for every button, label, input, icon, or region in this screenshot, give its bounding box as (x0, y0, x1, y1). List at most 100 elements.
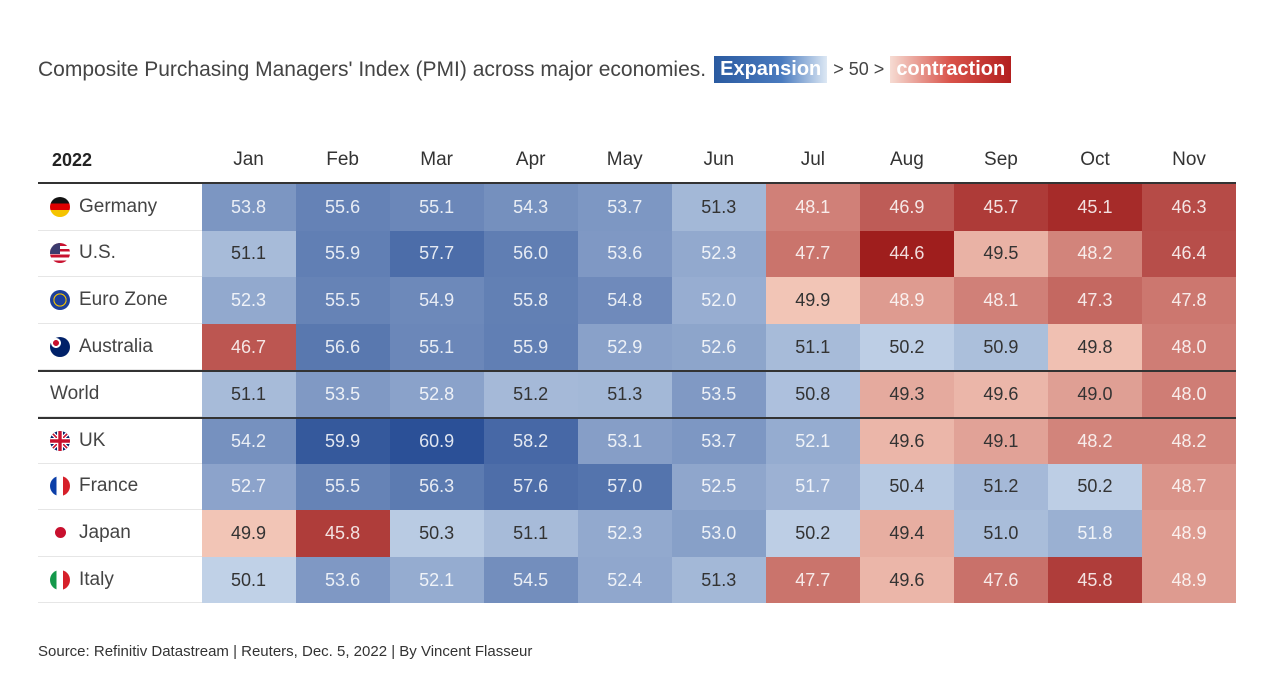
heatmap-cell: 50.2 (765, 510, 860, 557)
row-label-text: France (79, 475, 139, 497)
heatmap-cell: 53.7 (671, 418, 766, 464)
chart-title-line: Composite Purchasing Managers' Index (PM… (38, 56, 1012, 83)
heatmap-cell: 53.6 (577, 230, 672, 278)
heatmap-cell: 56.6 (295, 323, 390, 371)
row-label: U.S. (38, 231, 202, 278)
heatmap-cell: 54.8 (577, 277, 672, 324)
row-label-text: World (50, 383, 100, 405)
heatmap-cell: 45.1 (1047, 184, 1142, 231)
heatmap-cell: 48.9 (859, 277, 954, 324)
heatmap-cell: 46.4 (1141, 230, 1237, 278)
column-header-jul: Jul (800, 149, 825, 170)
heatmap-cell: 55.8 (483, 277, 578, 324)
row-label-text: Euro Zone (79, 288, 168, 310)
heatmap-cell: 51.8 (1047, 510, 1142, 557)
heatmap-cell: 45.8 (1047, 556, 1142, 604)
heatmap-cell: 52.4 (577, 556, 672, 604)
row-label-text: U.S. (79, 242, 116, 264)
table-row: Japan 49.9 45.8 50.3 51.1 52.3 53.0 50.2 49.4 51.… (38, 510, 1237, 557)
row-label: UK (38, 419, 202, 464)
italy-flag-icon (50, 569, 70, 590)
heatmap-cell: 48.2 (1047, 230, 1142, 278)
heatmap-cell: 57.0 (577, 463, 672, 511)
column-header-oct: Oct (1080, 149, 1110, 170)
column-header-mar: Mar (420, 149, 454, 170)
heatmap-cell: 51.1 (201, 230, 296, 278)
heatmap-cell: 51.2 (483, 372, 578, 417)
heatmap-cell: 49.5 (953, 230, 1048, 278)
row-label: World (38, 372, 202, 417)
row-label-text: Germany (79, 195, 158, 217)
heatmap-cell: 47.7 (765, 230, 860, 278)
row-label: France (38, 464, 202, 511)
column-header-may: May (606, 149, 643, 170)
heatmap-cell: 52.3 (577, 510, 672, 557)
heatmap-cell: 51.2 (953, 463, 1048, 511)
table-header-row: 2022 Jan Feb Mar Apr May Jun Jul Aug Sep Oct Nov (38, 138, 1236, 184)
heatmap-cell: 50.3 (389, 510, 484, 557)
heatmap-cell: 55.9 (483, 323, 578, 371)
heatmap-cell: 49.6 (953, 372, 1048, 417)
heatmap-cell: 52.3 (201, 277, 296, 324)
heatmap-cell: 57.7 (389, 230, 484, 278)
heatmap-cell: 59.9 (295, 418, 390, 464)
source-note: Source: Refinitiv Datastream | Reuters, … (38, 643, 533, 660)
heatmap-cell: 49.0 (1047, 372, 1142, 417)
heatmap-cell: 48.0 (1141, 323, 1237, 371)
heatmap-cell: 58.2 (483, 418, 578, 464)
heatmap-cell: 53.5 (295, 372, 390, 417)
heatmap-cell: 53.1 (577, 418, 672, 464)
heatmap-cell: 45.8 (295, 510, 390, 557)
heatmap-cell: 49.1 (953, 418, 1048, 464)
heatmap-cell: 46.3 (1141, 184, 1237, 231)
heatmap-cell: 49.9 (765, 277, 860, 324)
heatmap-cell: 55.5 (295, 463, 390, 511)
heatmap-cell: 54.3 (483, 184, 578, 231)
heatmap-cell: 50.8 (765, 372, 860, 417)
row-label-text: Japan (79, 521, 131, 543)
table-row: U.S. 51.1 55.9 57.7 56.0 53.6 52.3 47.7 44.6 49.5… (38, 230, 1237, 278)
heatmap-cell: 48.9 (1141, 556, 1237, 604)
row-label: Euro Zone (38, 277, 202, 324)
heatmap-cell: 47.8 (1141, 277, 1237, 324)
heatmap-cell: 44.6 (859, 230, 954, 278)
heatmap-cell: 48.1 (953, 277, 1048, 324)
heatmap-cell: 51.0 (953, 510, 1048, 557)
heatmap-cell: 51.3 (671, 184, 766, 231)
column-header-jan: Jan (233, 149, 264, 170)
uk-flag-icon (50, 430, 70, 451)
table-row: World 51.1 53.5 52.8 51.2 51.3 53.5 50.8 49.3 49.… (38, 370, 1237, 417)
table-row: UK 54.2 59.9 60.9 58.2 53.1 53.7 52.1 49.6 49.1 48… (38, 416, 1237, 464)
heatmap-cell: 53.8 (201, 184, 296, 231)
heatmap-cell: 52.9 (577, 323, 672, 371)
legend-contraction: contraction (890, 56, 1012, 83)
heatmap-cell: 50.4 (859, 463, 954, 511)
row-label-text: Australia (79, 335, 153, 357)
heatmap-cell: 53.5 (671, 372, 766, 417)
heatmap-cell: 49.3 (859, 372, 954, 417)
heatmap-cell: 48.2 (1141, 418, 1237, 464)
heatmap-cell: 48.1 (765, 184, 860, 231)
heatmap-cell: 50.2 (1047, 463, 1142, 511)
heatmap-cell: 45.7 (953, 184, 1048, 231)
heatmap-cell: 53.0 (671, 510, 766, 557)
heatmap-cell: 56.3 (389, 463, 484, 511)
heatmap-cell: 48.9 (1141, 510, 1237, 557)
heatmap-cell: 57.6 (483, 463, 578, 511)
heatmap-cell: 46.9 (859, 184, 954, 231)
column-header-apr: Apr (515, 149, 546, 170)
heatmap-cell: 55.1 (389, 184, 484, 231)
legend-threshold: > 50 > (833, 59, 885, 79)
heatmap-cell: 50.1 (201, 556, 296, 604)
heatmap-cell: 51.1 (765, 323, 860, 371)
row-label: Japan (38, 510, 202, 557)
table-row: France 52.7 55.5 56.3 57.6 57.0 52.5 51.7 50.4 51… (38, 463, 1237, 511)
heatmap-cell: 55.9 (295, 230, 390, 278)
row-label-text: UK (79, 429, 106, 451)
heatmap-cell: 51.7 (765, 463, 860, 511)
heatmap-cell: 52.1 (765, 418, 860, 464)
column-header-sep: Sep (984, 149, 1018, 170)
chart-title: Composite Purchasing Managers' Index (PM… (38, 57, 707, 81)
heatmap-cell: 51.1 (483, 510, 578, 557)
heatmap-cell: 47.7 (765, 556, 860, 604)
